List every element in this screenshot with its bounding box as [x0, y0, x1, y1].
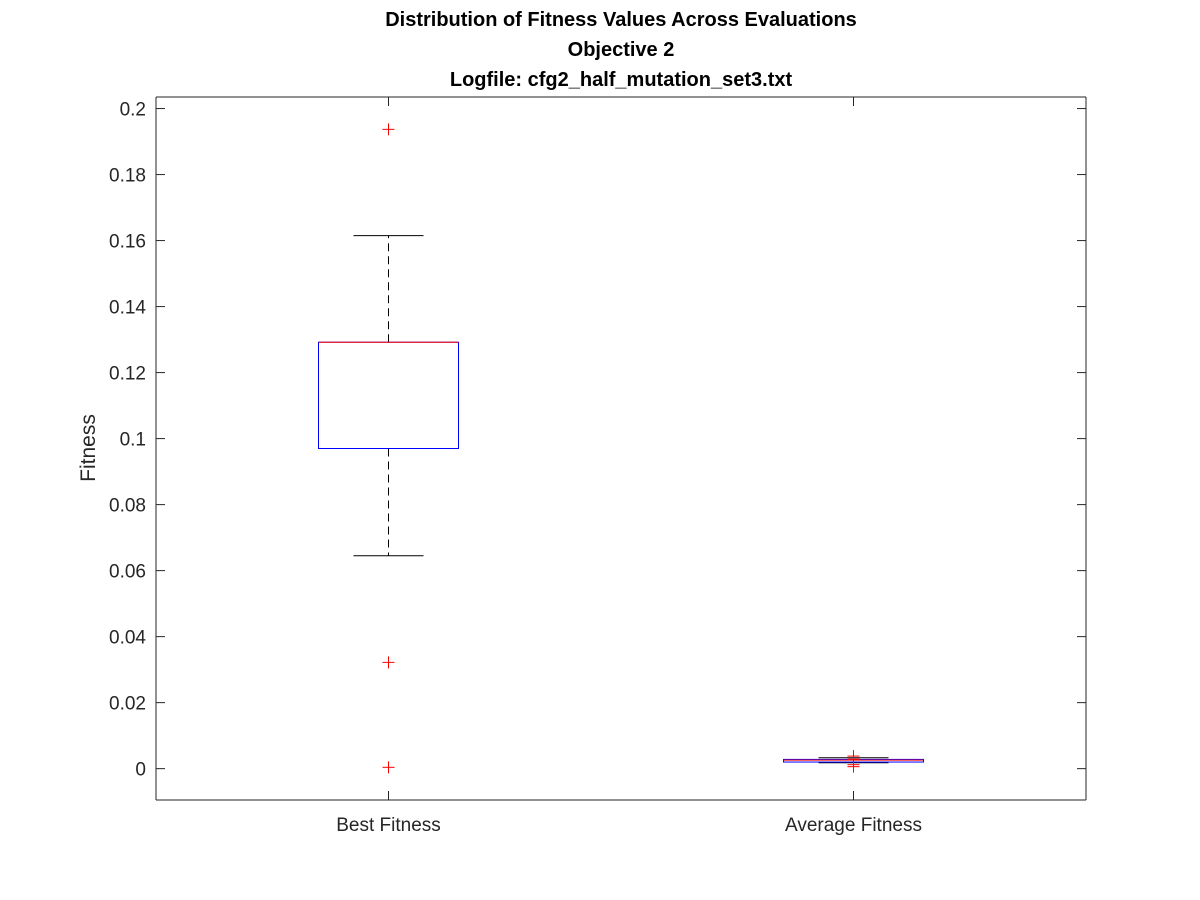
- outlier-point: [847, 760, 860, 773]
- ticks-layer: 0 0.02 0.04 0.06 0.08 0.1 0.12 0.14 0.16 0.18 0.2 B…: [109, 97, 1086, 836]
- box-group: [783, 750, 924, 773]
- y-tick-label: 0.14: [109, 298, 146, 319]
- y-tick-label: 0.06: [109, 562, 146, 583]
- title-line-1: Distribution of Fitness Values Across Ev…: [385, 9, 857, 31]
- y-tick-label: 0.02: [109, 694, 146, 715]
- outlier-point: [382, 761, 395, 774]
- y-tick-label: 0.2: [120, 100, 146, 121]
- axes-layer: [155, 96, 1087, 801]
- y-tick-label: 0.04: [109, 628, 146, 649]
- y-axis-label: Fitness: [77, 414, 100, 482]
- y-tick-label: 0.18: [109, 166, 146, 187]
- box-group: [318, 123, 459, 774]
- chart-title: Distribution of Fitness Values Across Ev…: [385, 9, 857, 91]
- y-tick-label: 0: [135, 760, 146, 781]
- x-tick-label: Average Fitness: [785, 815, 922, 836]
- y-tick-label: 0.12: [109, 364, 146, 385]
- boxes-layer: [318, 123, 924, 774]
- title-line-3: Logfile: cfg2_half_mutation_set3.txt: [450, 69, 793, 91]
- outlier-point: [382, 123, 395, 136]
- x-tick-label: Best Fitness: [336, 815, 441, 836]
- outlier-point: [382, 656, 395, 669]
- title-line-2: Objective 2: [568, 39, 675, 61]
- y-tick-label: 0.16: [109, 232, 146, 253]
- plot-area: [156, 97, 1086, 800]
- y-tick-label: 0.1: [120, 430, 146, 451]
- y-tick-label: 0.08: [109, 496, 146, 517]
